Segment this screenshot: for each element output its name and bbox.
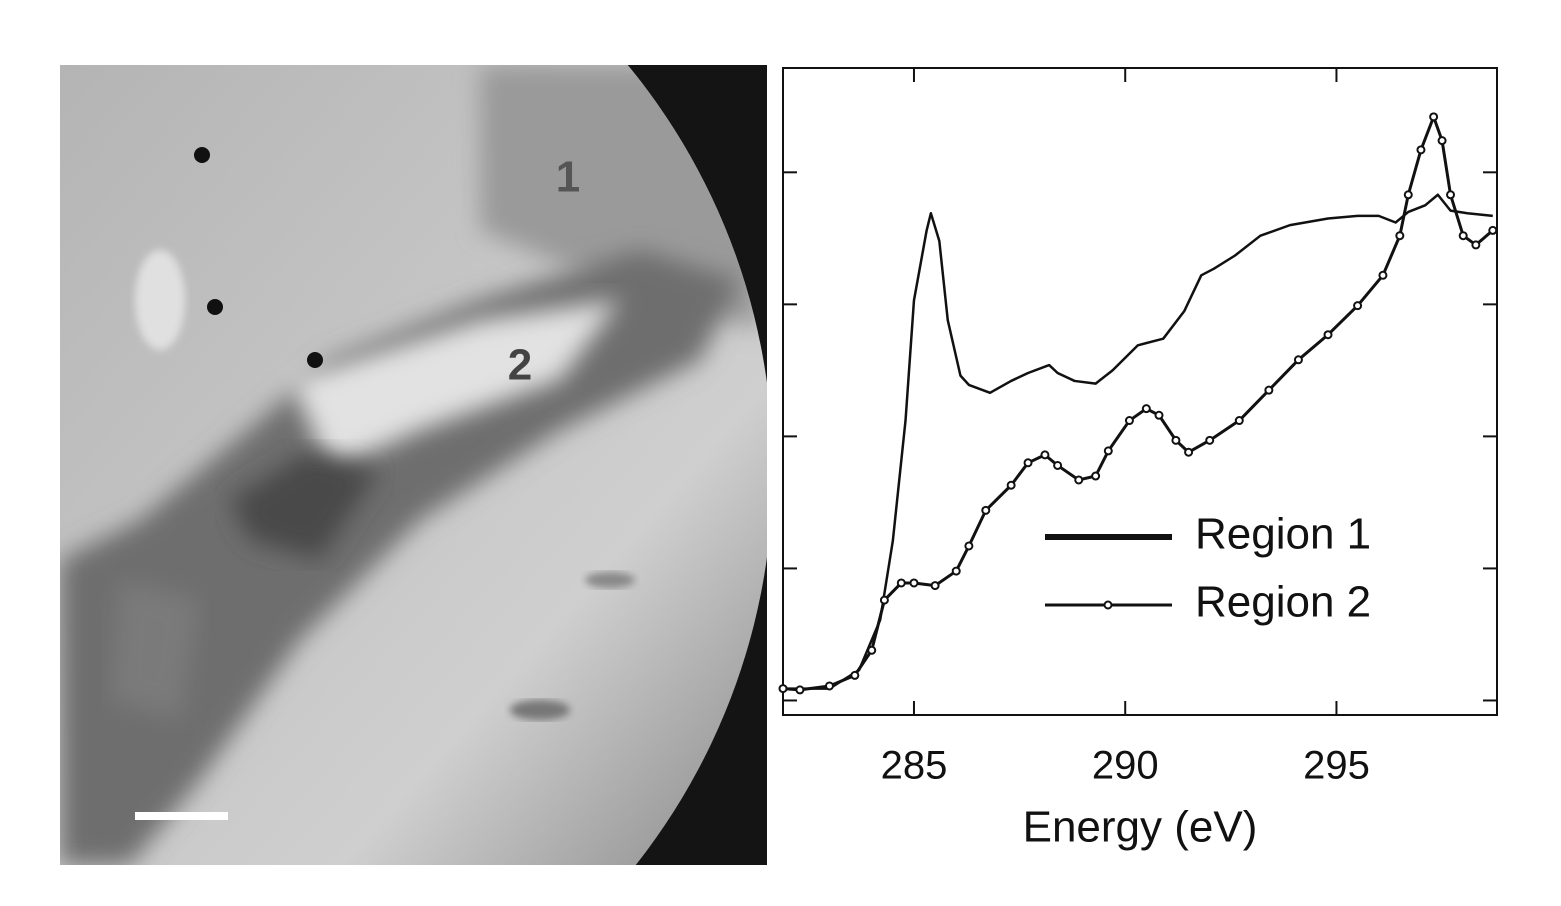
series-marker <box>964 541 974 551</box>
series-line <box>783 193 1493 690</box>
series-marker <box>1488 225 1498 235</box>
series-marker <box>981 505 991 515</box>
series-marker <box>824 681 834 691</box>
series-marker <box>930 581 940 591</box>
series-marker <box>1403 190 1413 200</box>
series-marker <box>778 684 788 694</box>
series-marker <box>909 578 919 588</box>
x-tick-label: 295 <box>1303 744 1370 788</box>
series-marker <box>1006 480 1016 490</box>
series-marker <box>1171 435 1181 445</box>
series-marker <box>1471 240 1481 250</box>
series-marker <box>1234 416 1244 426</box>
legend-marker <box>1103 600 1113 610</box>
legend-label: Region 1 <box>1195 510 1371 559</box>
series-marker <box>1395 231 1405 241</box>
series-marker <box>1437 136 1447 146</box>
series-marker <box>1429 112 1439 122</box>
series-marker <box>1141 404 1151 414</box>
series-marker <box>1323 330 1333 340</box>
series-marker <box>1378 270 1388 280</box>
series-marker <box>1103 446 1113 456</box>
series-marker <box>867 645 877 655</box>
scale-bar <box>135 812 228 820</box>
series-marker <box>1353 301 1363 311</box>
series-marker <box>1023 458 1033 468</box>
series-marker <box>1040 450 1050 460</box>
series-marker <box>850 670 860 680</box>
series-marker <box>879 595 889 605</box>
series-marker <box>1053 460 1063 470</box>
series-marker <box>1458 231 1468 241</box>
series-marker <box>1184 447 1194 457</box>
x-axis-label: Energy (eV) <box>1023 803 1258 852</box>
series-line <box>782 115 1494 692</box>
micrograph: 1 2 <box>60 65 767 865</box>
series-marker <box>795 685 805 695</box>
series-marker <box>896 578 906 588</box>
series-marker <box>1264 385 1274 395</box>
series-marker <box>1293 355 1303 365</box>
plot-frame <box>782 67 1498 716</box>
series-marker <box>1446 190 1456 200</box>
series-marker <box>1091 471 1101 481</box>
x-tick-label: 285 <box>881 744 948 788</box>
series-marker <box>1205 435 1215 445</box>
series-marker <box>1416 145 1426 155</box>
legend-label: Region 2 <box>1195 578 1371 627</box>
series-marker <box>1154 410 1164 420</box>
x-tick-label: 290 <box>1092 744 1159 788</box>
region-label: 2 <box>508 341 532 390</box>
series-marker <box>1124 416 1134 426</box>
series-marker <box>951 566 961 576</box>
region-label: 1 <box>556 153 580 202</box>
series-marker <box>1074 475 1084 485</box>
